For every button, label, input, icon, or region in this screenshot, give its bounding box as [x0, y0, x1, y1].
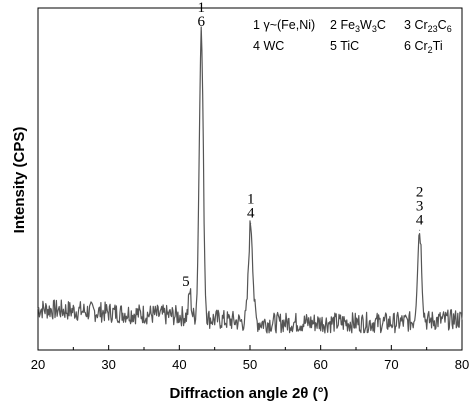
peak-label: 1 [247, 191, 255, 207]
peak-label: 1 [197, 0, 205, 16]
legend-entry: 1 γ~(Fe,Ni) [253, 18, 315, 32]
x-tick-label: 40 [172, 357, 186, 372]
x-tick-label: 50 [243, 357, 257, 372]
series-layer [37, 26, 463, 334]
peak-label: 4 [416, 212, 424, 228]
x-tick-label: 70 [384, 357, 398, 372]
peak-point [200, 31, 202, 33]
peak-point [189, 291, 191, 293]
legend-entry: 5 TiC [330, 39, 359, 53]
legend-entry: 2 Fe3​W3​C [330, 18, 386, 34]
x-axis-title: Diffraction angle 2θ (°) [169, 385, 328, 402]
y-axis-title: Intensity (CPS) [11, 127, 28, 234]
legend-entry: 3 Cr23​C6​ [404, 18, 452, 34]
plot-border [37, 7, 463, 351]
plot-frame [37, 7, 463, 351]
peak-label: 3 [416, 198, 424, 214]
legend-entry: 4 WC [253, 39, 284, 53]
peak-label: 2 [416, 184, 424, 200]
x-tick-label: 30 [101, 357, 115, 372]
x-tick-label: 80 [455, 357, 469, 372]
peak-label: 5 [182, 274, 190, 290]
x-tick-label: 20 [31, 357, 45, 372]
peak-label: 6 [197, 14, 205, 30]
xrd-pattern-line [37, 26, 463, 334]
legend: 1 γ~(Fe,Ni) 2 Fe3​W3​C 3 Cr23​C6​ 4 WC 5 TiC… [253, 18, 452, 55]
x-axis-ticks: 20 30 40 50 60 70 80 [31, 345, 469, 372]
x-tick-label: 60 [313, 357, 327, 372]
peak-label: 4 [247, 205, 255, 221]
legend-entry: 6 Cr2​Ti [404, 39, 443, 55]
peak-point [419, 229, 421, 231]
peak-point [250, 222, 252, 224]
